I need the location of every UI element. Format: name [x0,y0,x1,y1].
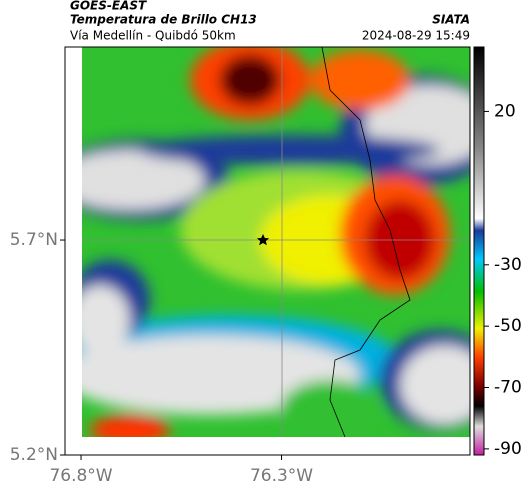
colorbar-tick-label: 20 [494,101,516,121]
y-tick-label: 5.2°N [10,445,58,465]
colorbar-tick-label: -30 [494,255,522,275]
location-marker [256,234,270,246]
map-border [64,46,471,456]
colorbar-tick-label: -50 [494,316,522,336]
datetime: 2024-08-29 15:49 [362,29,470,43]
colorbar [473,46,485,456]
x-tick-label: 76.8°W [49,466,112,486]
colorbar-tick-label: -70 [494,378,522,398]
satellite-image [82,47,470,437]
y-tick-label: 5.7°N [10,230,58,250]
source: SIATA [432,13,470,27]
subtitle: Temperatura de Brillo CH13 [70,13,257,27]
region: Vía Medellín - Quibdó 50km [70,29,236,43]
colorbar-tick-label: -90 [494,439,522,459]
boundary [321,47,411,437]
ticks: 76.8°W 76.3°W 5.7°N 5.2°N 20 -30 -50 -70 -90 [10,101,522,486]
x-tick-label: 76.3°W [250,466,313,486]
title: GOES-EAST [70,0,147,13]
